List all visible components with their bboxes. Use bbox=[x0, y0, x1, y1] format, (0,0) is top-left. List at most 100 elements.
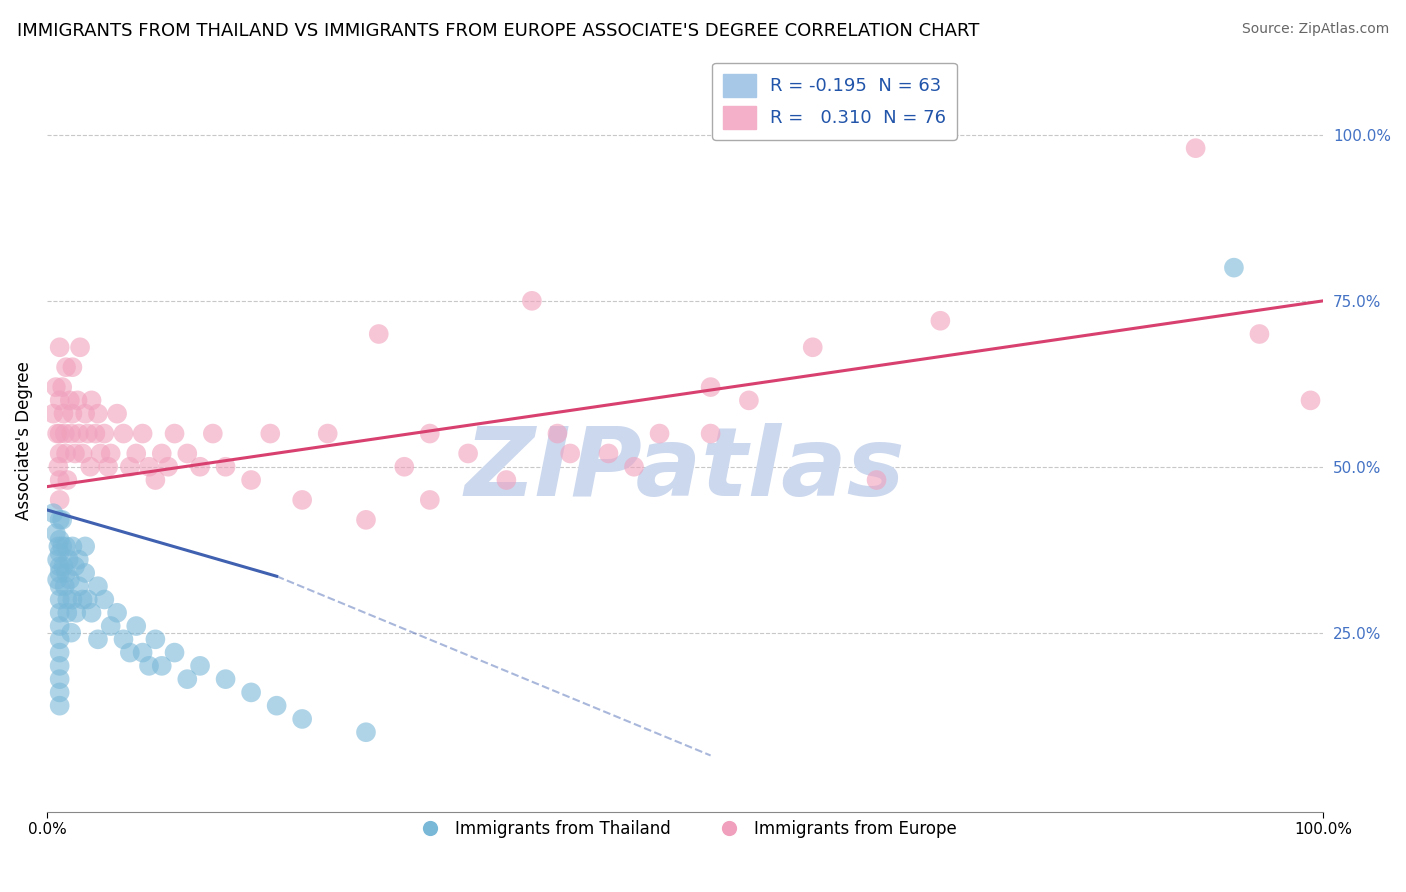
Point bbox=[45, 380, 67, 394]
Point bbox=[291, 712, 314, 726]
Point bbox=[145, 473, 167, 487]
Point bbox=[79, 459, 101, 474]
Point bbox=[801, 340, 824, 354]
Point bbox=[80, 606, 103, 620]
Point bbox=[48, 566, 70, 580]
Point bbox=[63, 559, 86, 574]
Point bbox=[60, 426, 83, 441]
Point bbox=[75, 566, 97, 580]
Point bbox=[89, 446, 111, 460]
Point bbox=[45, 526, 67, 541]
Point bbox=[62, 540, 84, 554]
Point bbox=[865, 473, 887, 487]
Point bbox=[48, 646, 70, 660]
Point bbox=[699, 426, 721, 441]
Point bbox=[51, 540, 73, 554]
Point bbox=[93, 426, 115, 441]
Point bbox=[48, 540, 70, 554]
Point bbox=[48, 606, 70, 620]
Point bbox=[259, 426, 281, 441]
Point bbox=[62, 360, 84, 375]
Text: IMMIGRANTS FROM THAILAND VS IMMIGRANTS FROM EUROPE ASSOCIATE'S DEGREE CORRELATIO: IMMIGRANTS FROM THAILAND VS IMMIGRANTS F… bbox=[17, 22, 979, 40]
Point bbox=[125, 619, 148, 633]
Point bbox=[291, 492, 314, 507]
Point bbox=[48, 546, 70, 560]
Point bbox=[76, 426, 98, 441]
Point bbox=[48, 685, 70, 699]
Point bbox=[80, 393, 103, 408]
Point bbox=[419, 492, 441, 507]
Point bbox=[75, 540, 97, 554]
Point bbox=[457, 446, 479, 460]
Point bbox=[56, 592, 79, 607]
Point bbox=[100, 446, 122, 460]
Point bbox=[150, 658, 173, 673]
Point bbox=[60, 625, 83, 640]
Point bbox=[55, 566, 77, 580]
Point bbox=[55, 540, 77, 554]
Point bbox=[58, 552, 80, 566]
Point bbox=[354, 513, 377, 527]
Point bbox=[87, 632, 110, 647]
Point bbox=[56, 606, 79, 620]
Point bbox=[42, 407, 65, 421]
Point bbox=[188, 658, 211, 673]
Point bbox=[51, 380, 73, 394]
Point bbox=[97, 459, 120, 474]
Point bbox=[55, 446, 77, 460]
Point bbox=[87, 579, 110, 593]
Point bbox=[1223, 260, 1246, 275]
Point bbox=[118, 646, 141, 660]
Point bbox=[62, 407, 84, 421]
Point bbox=[48, 672, 70, 686]
Point bbox=[367, 326, 389, 341]
Point bbox=[48, 592, 70, 607]
Point bbox=[48, 459, 70, 474]
Point bbox=[125, 446, 148, 460]
Point bbox=[176, 672, 198, 686]
Point bbox=[46, 573, 69, 587]
Point bbox=[48, 559, 70, 574]
Point bbox=[176, 446, 198, 460]
Point bbox=[52, 559, 75, 574]
Point bbox=[495, 473, 517, 487]
Point bbox=[163, 426, 186, 441]
Point bbox=[87, 407, 110, 421]
Point bbox=[56, 473, 79, 487]
Point bbox=[48, 658, 70, 673]
Point bbox=[118, 459, 141, 474]
Point bbox=[201, 426, 224, 441]
Point bbox=[48, 492, 70, 507]
Point bbox=[214, 672, 236, 686]
Point bbox=[52, 407, 75, 421]
Point bbox=[76, 592, 98, 607]
Point bbox=[67, 579, 90, 593]
Point bbox=[354, 725, 377, 739]
Point bbox=[131, 646, 153, 660]
Point bbox=[67, 552, 90, 566]
Point bbox=[84, 426, 107, 441]
Point bbox=[929, 314, 952, 328]
Point bbox=[138, 658, 160, 673]
Point bbox=[100, 619, 122, 633]
Point bbox=[316, 426, 339, 441]
Point bbox=[48, 513, 70, 527]
Point bbox=[112, 632, 135, 647]
Point bbox=[188, 459, 211, 474]
Point bbox=[66, 393, 89, 408]
Point bbox=[131, 426, 153, 441]
Point bbox=[240, 473, 263, 487]
Point bbox=[75, 407, 97, 421]
Point bbox=[55, 360, 77, 375]
Point bbox=[59, 573, 82, 587]
Legend: Immigrants from Thailand, Immigrants from Europe: Immigrants from Thailand, Immigrants fro… bbox=[406, 814, 963, 845]
Point bbox=[48, 698, 70, 713]
Point bbox=[48, 473, 70, 487]
Point bbox=[48, 632, 70, 647]
Text: Source: ZipAtlas.com: Source: ZipAtlas.com bbox=[1241, 22, 1389, 37]
Point bbox=[1249, 326, 1271, 341]
Point bbox=[266, 698, 288, 713]
Point bbox=[48, 393, 70, 408]
Point bbox=[48, 579, 70, 593]
Point bbox=[48, 619, 70, 633]
